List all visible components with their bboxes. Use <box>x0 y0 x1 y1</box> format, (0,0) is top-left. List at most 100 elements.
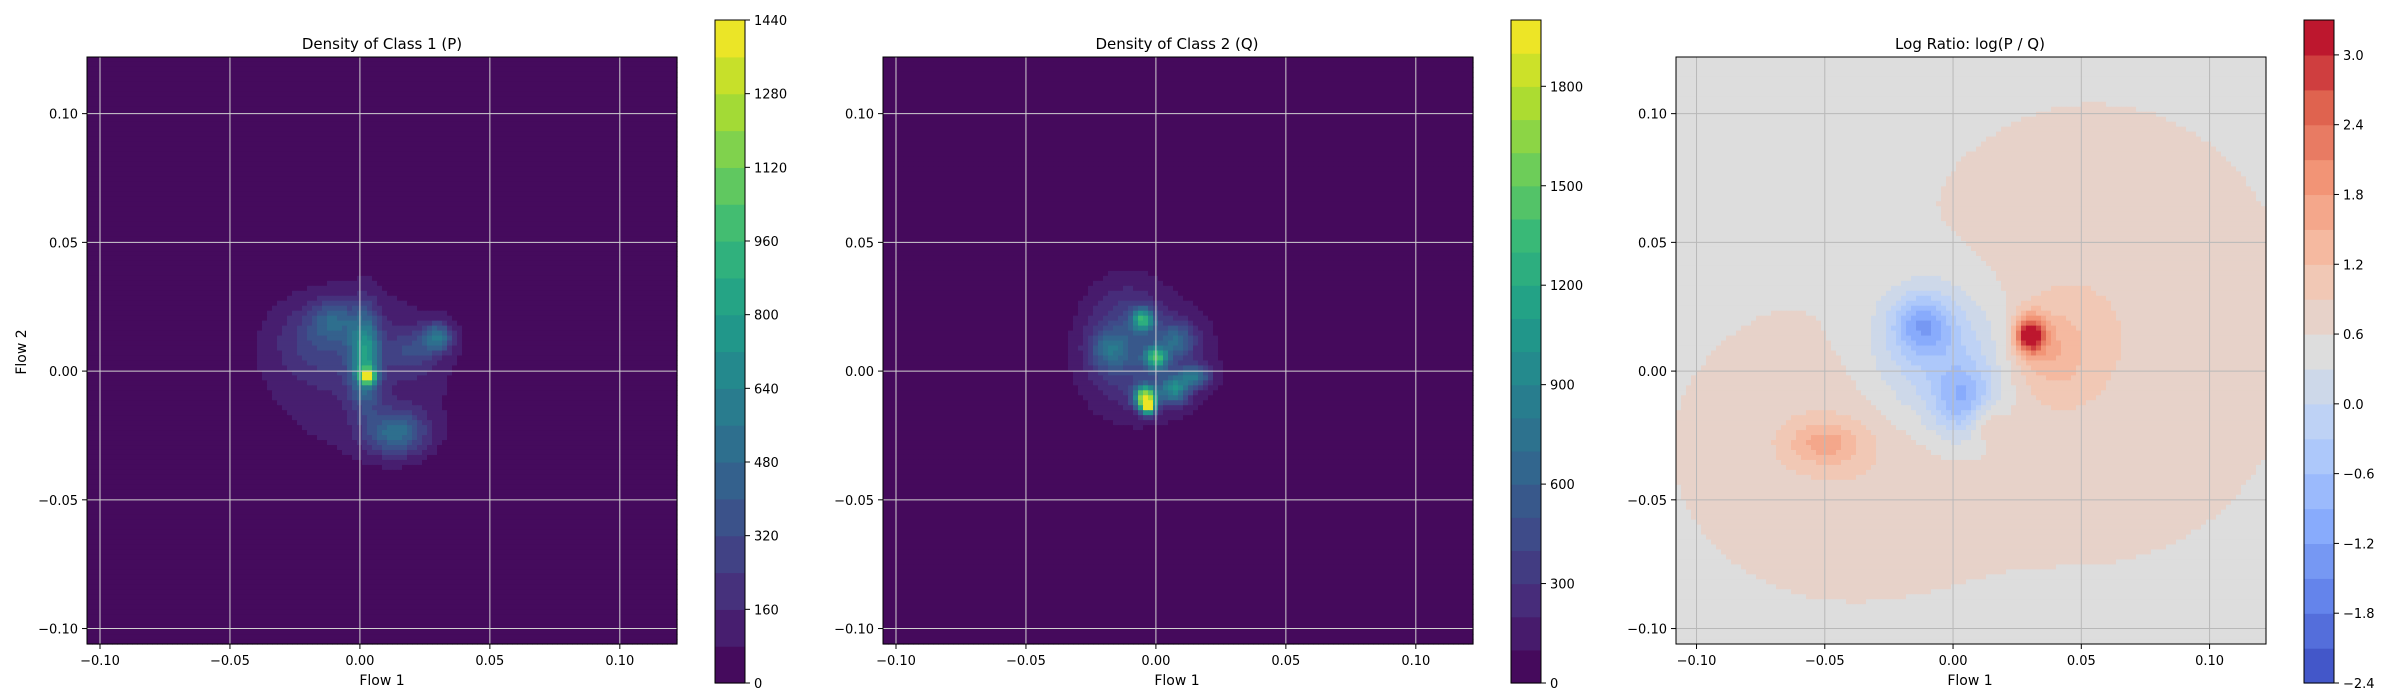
heatmap-cell <box>552 61 558 68</box>
heatmap-cell <box>337 236 343 242</box>
heatmap-cell <box>432 255 438 262</box>
heatmap-cell <box>172 146 178 153</box>
heatmap-cell <box>377 141 383 148</box>
heatmap-cell <box>377 260 383 267</box>
heatmap-cell <box>267 86 273 93</box>
heatmap-cell <box>502 201 508 207</box>
heatmap-cell <box>212 221 218 227</box>
heatmap-cell <box>112 66 118 73</box>
heatmap-cell <box>492 57 498 63</box>
heatmap-cell <box>167 91 173 98</box>
heatmap-cell <box>612 91 618 98</box>
heatmap-cell <box>402 66 408 73</box>
heatmap-cell <box>517 61 523 68</box>
heatmap-cell <box>162 141 168 148</box>
heatmap-cell <box>512 156 518 163</box>
heatmap-cell <box>262 221 268 227</box>
heatmap-cell <box>652 81 658 88</box>
heatmap-cell <box>557 231 563 237</box>
heatmap-cell <box>282 161 288 168</box>
heatmap-cell <box>427 226 433 232</box>
heatmap-cell <box>502 191 508 197</box>
heatmap-cell <box>517 191 523 197</box>
heatmap-cell <box>462 226 468 232</box>
heatmap-cell <box>207 57 213 63</box>
heatmap-cell <box>197 141 203 148</box>
heatmap-cell <box>352 76 358 83</box>
heatmap-cell <box>267 176 273 182</box>
heatmap-cell <box>107 196 113 202</box>
heatmap-cell <box>552 96 558 103</box>
heatmap-cell <box>147 61 153 68</box>
heatmap-cell <box>157 121 163 128</box>
heatmap-cell <box>557 176 563 182</box>
heatmap-cell <box>112 91 118 98</box>
heatmap-cell <box>667 176 673 182</box>
heatmap-cell <box>472 126 478 133</box>
heatmap-cell <box>117 121 123 128</box>
heatmap-cell <box>412 57 418 63</box>
heatmap-cell <box>147 211 153 217</box>
heatmap-cell <box>432 121 438 128</box>
heatmap-cell <box>312 146 318 153</box>
heatmap-cell <box>577 57 583 63</box>
heatmap-cell <box>257 216 263 222</box>
heatmap-cell <box>172 156 178 163</box>
heatmap-cell <box>672 96 678 103</box>
heatmap-cell <box>212 121 218 128</box>
heatmap-cell <box>312 226 318 232</box>
heatmap-cell <box>422 126 428 133</box>
heatmap-cell <box>312 126 318 133</box>
heatmap-cell <box>392 241 398 247</box>
heatmap-cell <box>137 101 143 108</box>
heatmap-cell <box>187 126 193 133</box>
heatmap-cell <box>467 191 473 197</box>
heatmap-cell <box>652 226 658 232</box>
heatmap-cell <box>662 186 668 192</box>
heatmap-cell <box>607 126 613 133</box>
heatmap-cell <box>582 176 588 182</box>
heatmap-cell <box>667 141 673 148</box>
heatmap-cell <box>627 151 633 158</box>
heatmap-cell <box>602 181 608 187</box>
heatmap-cell <box>157 166 163 173</box>
heatmap-cell <box>277 236 283 242</box>
heatmap-cell <box>252 101 258 108</box>
heatmap-cell <box>517 91 523 98</box>
heatmap-cell <box>147 81 153 88</box>
heatmap-cell <box>132 246 138 252</box>
heatmap-cell <box>442 191 448 197</box>
heatmap-cell <box>132 151 138 158</box>
heatmap-cell <box>397 166 403 173</box>
heatmap-cell <box>437 176 443 182</box>
heatmap-cell <box>472 251 478 257</box>
heatmap-cell <box>302 71 308 78</box>
heatmap-cell <box>117 236 123 242</box>
heatmap-cell <box>437 171 443 177</box>
heatmap-cell <box>412 66 418 73</box>
heatmap-cell <box>432 260 438 267</box>
heatmap-cell <box>292 216 298 222</box>
heatmap-cell <box>317 111 323 118</box>
heatmap-cell <box>162 126 168 133</box>
heatmap-cell <box>102 81 108 88</box>
heatmap-cell <box>507 251 513 257</box>
heatmap-cell <box>327 211 333 217</box>
heatmap-cell <box>442 121 448 128</box>
heatmap-cell <box>482 136 488 143</box>
heatmap-cell <box>402 156 408 163</box>
heatmap-cell <box>297 151 303 158</box>
heatmap-cell <box>302 121 308 128</box>
heatmap-cell <box>652 211 658 217</box>
heatmap-cell <box>482 86 488 93</box>
heatmap-cell <box>557 146 563 153</box>
heatmap-cell <box>527 206 533 212</box>
heatmap-cell <box>532 111 538 118</box>
heatmap-cell <box>597 211 603 217</box>
heatmap-cell <box>282 106 288 113</box>
heatmap-cell <box>557 76 563 83</box>
heatmap-cell <box>632 166 638 173</box>
heatmap-cell <box>552 186 558 192</box>
heatmap-cell <box>387 156 393 163</box>
heatmap-cell <box>627 251 633 257</box>
